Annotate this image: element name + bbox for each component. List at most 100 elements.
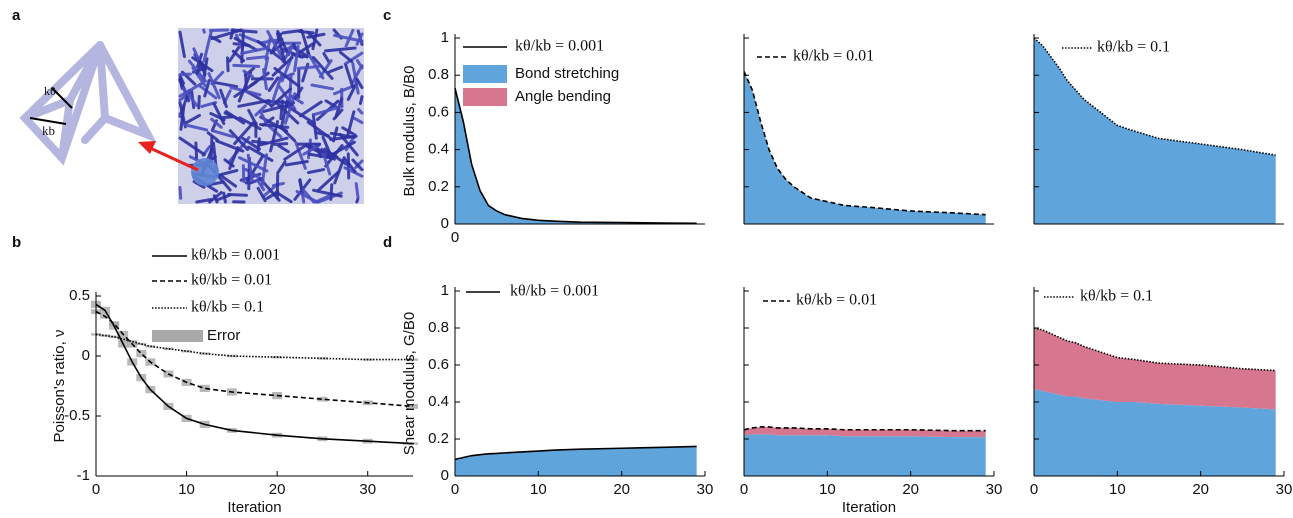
- legend-label: kθ/kb = 0.01: [191, 272, 272, 289]
- strut: [178, 30, 186, 59]
- area: [1034, 328, 1276, 410]
- strut: [230, 28, 258, 34]
- strut: [219, 88, 228, 109]
- strut: [271, 74, 283, 103]
- legend-label: kθ/kb = 0.001: [510, 283, 599, 300]
- strut: [325, 140, 356, 159]
- strut: [215, 193, 231, 202]
- strut: [332, 108, 344, 121]
- strut: [267, 76, 280, 92]
- strut: [202, 57, 209, 81]
- network: [178, 28, 364, 204]
- strut: [206, 131, 219, 142]
- strut: [358, 95, 364, 105]
- y-axis-label: Bulk modulus, B/B0: [401, 66, 418, 197]
- strut: [194, 141, 199, 160]
- strut: [182, 86, 199, 107]
- strut: [210, 117, 223, 129]
- strut: [241, 136, 261, 151]
- area: [455, 446, 697, 476]
- y-tick-label: 0.2: [428, 178, 449, 195]
- x-axis-label: Iteration: [227, 499, 281, 516]
- legend-swatch: [463, 88, 507, 106]
- x-tick-label: 20: [613, 481, 630, 498]
- strut: [183, 123, 209, 132]
- strut: [246, 153, 254, 182]
- strut: [251, 139, 269, 145]
- panel-label: c: [383, 7, 391, 24]
- x-tick-label: 10: [819, 481, 836, 498]
- strut: [218, 173, 238, 188]
- panel-label: a: [12, 7, 21, 24]
- strut: [220, 115, 234, 120]
- error-band: [109, 321, 120, 326]
- y-axis-label: Poisson's ratio, ν: [51, 330, 68, 443]
- error-band: [181, 350, 192, 353]
- strut: [271, 56, 294, 77]
- y-tick-label: 0.6: [428, 103, 449, 120]
- strut: [266, 30, 284, 58]
- x-tick-label: 0: [740, 481, 748, 498]
- strut: [327, 65, 344, 74]
- strut: [199, 84, 218, 100]
- strut: [233, 121, 255, 146]
- strut: [296, 64, 320, 70]
- area: [744, 426, 986, 438]
- strut: [310, 83, 335, 91]
- strut: [329, 183, 334, 201]
- strut: [353, 116, 364, 125]
- strut: [244, 71, 248, 89]
- error-band: [317, 396, 328, 402]
- strut: [283, 92, 297, 125]
- line: [95, 310, 414, 408]
- strut: [211, 129, 235, 139]
- strut: [351, 158, 364, 172]
- legend-label: kθ/kb = 0.01: [793, 48, 874, 65]
- strut: [293, 44, 300, 73]
- legend-swatch: [463, 65, 507, 83]
- x-tick-label: 30: [359, 481, 376, 498]
- error-band: [199, 352, 210, 355]
- legend-label: kθ/kb = 0.1: [191, 299, 264, 316]
- strut: [203, 79, 211, 98]
- strut: [178, 136, 206, 157]
- y-tick-label: 1: [441, 29, 449, 46]
- diagram-label: kθ: [44, 84, 56, 98]
- strut: [214, 169, 239, 178]
- strut: [357, 107, 364, 115]
- strut: [207, 72, 221, 100]
- strut: [262, 102, 294, 113]
- x-tick-label: 0: [451, 481, 459, 498]
- x-tick-label: 10: [1109, 481, 1126, 498]
- strut: [178, 74, 186, 85]
- strut: [247, 145, 274, 162]
- y-tick-label: 1: [441, 282, 449, 299]
- strut: [232, 63, 261, 68]
- strut: [298, 100, 323, 118]
- strut: [333, 33, 364, 43]
- x-tick-label: 0: [92, 481, 100, 498]
- legend-label: kθ/kb = 0.1: [1080, 288, 1153, 305]
- y-axis-label: Shear modulus, G/B0: [401, 312, 418, 455]
- strut: [178, 81, 204, 98]
- strut: [324, 46, 357, 53]
- y-tick-label: -1: [77, 467, 90, 484]
- tetrahedron: [81, 41, 157, 144]
- legend-label: kθ/kb = 0.1: [1097, 39, 1170, 56]
- x-tick-label: 0: [451, 229, 459, 246]
- strut: [351, 62, 360, 95]
- y-tick-label: 0.2: [428, 430, 449, 447]
- legend-label: kθ/kb = 0.01: [796, 292, 877, 309]
- x-tick-label: 20: [902, 481, 919, 498]
- error-band: [127, 340, 138, 343]
- strut: [322, 52, 331, 64]
- strut: [258, 109, 268, 124]
- area: [744, 71, 986, 224]
- strut: [178, 77, 184, 91]
- strut: [195, 61, 204, 75]
- strut: [306, 168, 326, 175]
- error-band: [163, 347, 174, 350]
- x-axis-label: Iteration: [842, 499, 896, 516]
- spring-arrows: [29, 87, 73, 125]
- error-band: [145, 345, 156, 348]
